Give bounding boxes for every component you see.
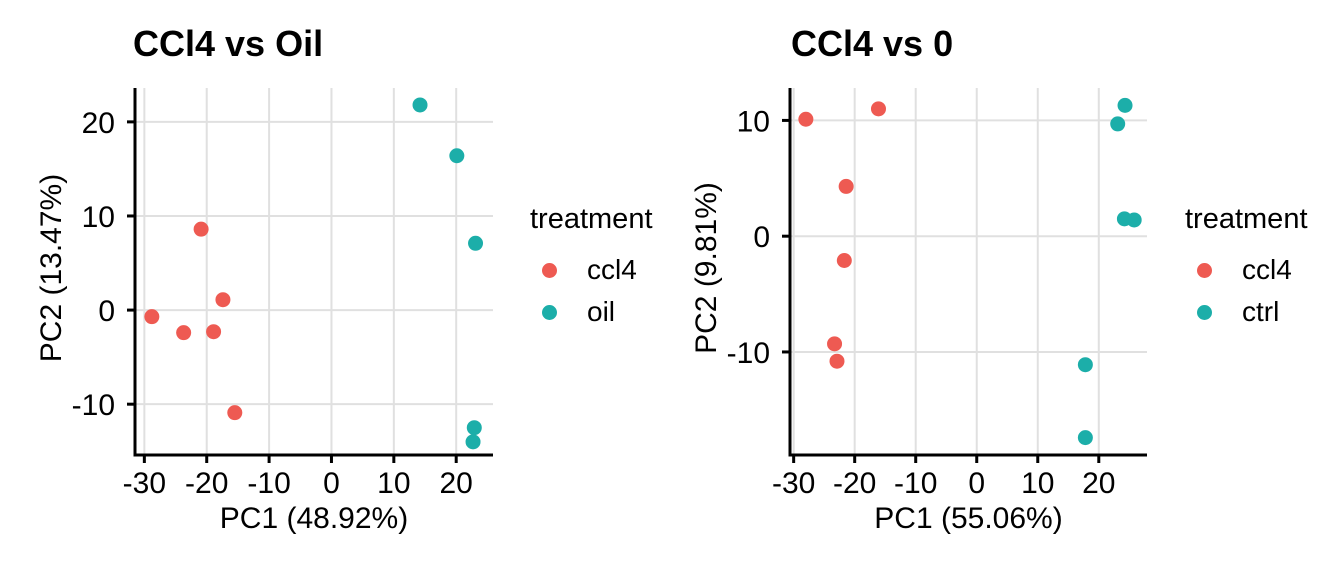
ctrl-legend-dot-icon xyxy=(1197,304,1212,320)
plot2-legend-item-ccl4: ccl4 xyxy=(1185,249,1308,291)
data-point-ccl4 xyxy=(870,101,886,117)
data-point-oil xyxy=(468,235,484,251)
data-point-oil xyxy=(466,420,482,436)
x-tick-label: -10 xyxy=(247,467,290,500)
ccl4-legend-dot-icon xyxy=(542,262,557,278)
ccl4-legend-dot-icon xyxy=(1197,262,1212,278)
x-tick-label: 20 xyxy=(1082,467,1115,500)
plot1-legend: treatment ccl4 oil xyxy=(530,202,653,333)
data-point-ccl4 xyxy=(206,324,222,340)
y-tick-label: 10 xyxy=(737,105,770,138)
plot1-legend-item-oil: oil xyxy=(530,291,653,333)
plot2-legend-label-ctrl: ctrl xyxy=(1242,296,1280,327)
x-tick-label: 20 xyxy=(440,467,473,500)
x-tick-label: 0 xyxy=(968,467,985,500)
plot1-legend-item-ccl4: ccl4 xyxy=(530,249,653,291)
data-point-ccl4 xyxy=(827,336,843,352)
data-point-oil xyxy=(465,434,481,450)
data-point-ccl4 xyxy=(193,221,209,237)
plot1-x-axis-title: PC1 (48.92%) xyxy=(219,502,409,535)
data-point-oil xyxy=(449,148,465,164)
plot2-y-axis-title: PC2 (9.81%) xyxy=(690,182,723,354)
x-tick-label: -30 xyxy=(123,467,166,500)
plot1-y-axis-title: PC2 (13.47%) xyxy=(35,173,68,363)
x-tick-label: -20 xyxy=(833,467,876,500)
plot2-legend-label-ccl4: ccl4 xyxy=(1242,254,1292,285)
data-point-ccl4 xyxy=(215,292,231,308)
data-point-ccl4 xyxy=(176,325,192,341)
y-tick-label: 0 xyxy=(98,295,115,328)
plot1-title: CCl4 vs Oil xyxy=(133,23,324,64)
data-point-ctrl xyxy=(1126,212,1142,228)
data-point-ctrl xyxy=(1117,97,1133,113)
x-tick-label: 10 xyxy=(1021,467,1054,500)
plot2-title: CCl4 vs 0 xyxy=(791,23,954,64)
x-tick-label: -20 xyxy=(185,467,228,500)
plot2-legend-title: treatment xyxy=(1185,203,1308,235)
plot2-legend-item-ctrl: ctrl xyxy=(1185,291,1308,333)
y-tick-label: -10 xyxy=(727,337,770,370)
data-point-ctrl xyxy=(1077,357,1093,373)
y-tick-label: 10 xyxy=(82,201,115,234)
data-point-oil xyxy=(412,97,428,113)
plot1-legend-title: treatment xyxy=(530,203,653,235)
x-tick-label: 0 xyxy=(323,467,340,500)
oil-legend-dot-icon xyxy=(542,304,557,320)
data-point-ccl4 xyxy=(144,309,160,325)
x-tick-label: 10 xyxy=(377,467,410,500)
data-point-ctrl xyxy=(1110,116,1126,132)
plot1-legend-label-ccl4: ccl4 xyxy=(587,254,637,285)
y-tick-label: 0 xyxy=(753,221,770,254)
plot1-legend-label-oil: oil xyxy=(587,296,616,327)
data-point-ccl4 xyxy=(227,405,243,421)
data-point-ccl4 xyxy=(798,111,814,127)
plot2-legend: treatment ccl4 ctrl xyxy=(1185,202,1308,333)
data-point-ccl4 xyxy=(829,353,845,369)
y-tick-label: -10 xyxy=(72,389,115,422)
x-tick-label: -10 xyxy=(894,467,937,500)
data-point-ccl4 xyxy=(838,178,854,194)
x-tick-label: -30 xyxy=(772,467,815,500)
data-point-ctrl xyxy=(1077,430,1093,446)
y-tick-label: 20 xyxy=(82,107,115,140)
plot2-x-axis-title: PC1 (55.06%) xyxy=(874,502,1063,535)
data-point-ccl4 xyxy=(836,253,852,269)
